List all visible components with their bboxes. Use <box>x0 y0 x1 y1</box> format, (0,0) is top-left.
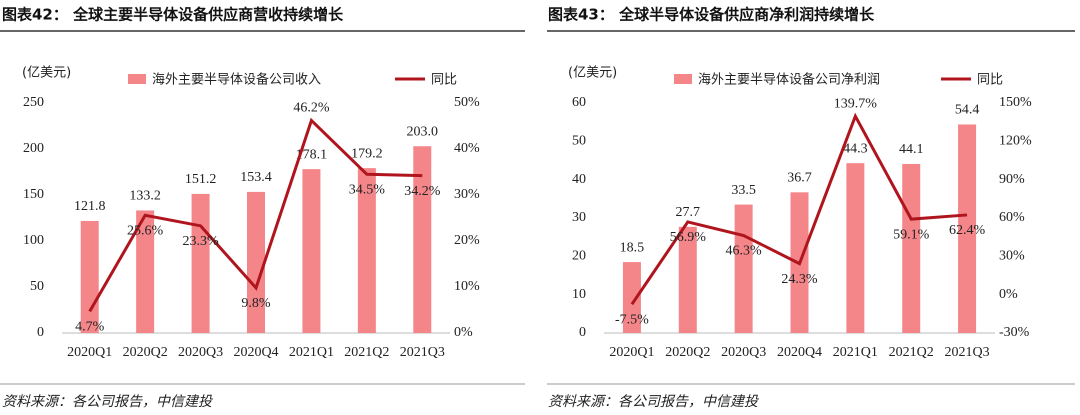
line-value-label: 34.2% <box>404 184 441 199</box>
x-tick-label: 2020Q3 <box>178 345 223 360</box>
line-value-label: 59.1% <box>893 227 930 242</box>
x-tick-label: 2021Q1 <box>289 345 334 360</box>
unit-label: (亿美元) <box>22 66 71 81</box>
legend-swatch <box>674 74 692 84</box>
line-value-label: 25.6% <box>127 223 164 238</box>
line-value-label: 62.4% <box>949 223 986 238</box>
y2-tick-label: 20% <box>454 233 480 248</box>
bar <box>902 163 921 333</box>
bar-value-label: 151.2 <box>185 172 217 187</box>
bar-value-label: 44.3 <box>843 141 868 156</box>
x-tick-label: 2021Q3 <box>400 345 445 360</box>
x-tick-label: 2021Q2 <box>344 345 389 360</box>
x-tick-label: 2021Q3 <box>945 345 990 360</box>
bar <box>357 168 376 333</box>
line-value-label: 34.5% <box>349 183 386 198</box>
line-value-label: 24.3% <box>781 272 818 287</box>
bar <box>678 226 697 333</box>
x-tick-label: 2020Q2 <box>665 345 710 360</box>
bar-value-label: 121.8 <box>74 199 106 214</box>
bar <box>622 262 641 333</box>
y-tick-label: 50 <box>572 134 586 149</box>
y2-tick-label: 0% <box>454 325 473 340</box>
bar <box>191 193 210 333</box>
line-value-label: 46.2% <box>293 101 330 116</box>
y2-tick-label: 10% <box>454 279 480 294</box>
y2-tick-label: -30% <box>999 325 1030 340</box>
x-tick-label: 2020Q2 <box>123 345 168 360</box>
bar-value-label: 153.4 <box>240 170 272 185</box>
bar-value-label: 203.0 <box>407 124 439 139</box>
y-tick-label: 0 <box>37 325 44 340</box>
y-tick-label: 50 <box>30 279 44 294</box>
y2-tick-label: 60% <box>999 210 1025 225</box>
line-value-label: 139.7% <box>834 96 878 111</box>
bar <box>80 220 99 333</box>
bar <box>846 163 865 333</box>
y2-tick-label: 30% <box>454 187 480 202</box>
legend-label: 海外主要半导体设备公司净利润 <box>698 72 880 88</box>
y-tick-label: 60 <box>572 95 586 110</box>
line <box>88 117 423 313</box>
bar-value-label: 133.2 <box>129 189 161 204</box>
bar <box>136 210 155 333</box>
x-tick-label: 2021Q2 <box>889 345 934 360</box>
y-tick-label: 250 <box>23 95 44 110</box>
y2-tick-label: 120% <box>999 134 1032 149</box>
y-tick-label: 30 <box>572 210 586 225</box>
bar <box>247 191 265 333</box>
y-tick-label: 200 <box>23 141 44 156</box>
unit-label: (亿美元) <box>568 66 617 81</box>
y-tick-label: 150 <box>23 187 44 202</box>
bar <box>734 204 753 333</box>
legend-label: 同比 <box>977 73 1003 88</box>
bar-value-label: 27.7 <box>676 205 701 220</box>
bar-value-label: 36.7 <box>787 171 812 186</box>
chart-title: 图表43： 全球半导体设备供应商净利润持续增长 <box>548 6 875 24</box>
legend-label: 同比 <box>431 73 457 88</box>
bar-value-label: 44.1 <box>899 142 924 157</box>
line-value-label: 4.7% <box>75 320 105 335</box>
line-value-label: 23.3% <box>182 234 219 249</box>
x-tick-label: 2020Q4 <box>233 345 278 360</box>
source: 资料来源：各公司报告，中信建投 <box>548 394 760 410</box>
y2-tick-label: 150% <box>999 95 1032 110</box>
bar-value-label: 54.4 <box>955 103 980 118</box>
y2-tick-label: 0% <box>999 287 1018 302</box>
line <box>630 112 968 306</box>
y-tick-label: 100 <box>23 233 44 248</box>
bar <box>958 124 977 333</box>
bar <box>302 169 321 333</box>
y-tick-label: 40 <box>572 172 586 187</box>
bar-value-label: 18.5 <box>620 240 645 255</box>
x-tick-label: 2020Q1 <box>609 345 654 360</box>
bar-value-label: 179.2 <box>351 146 383 161</box>
y2-tick-label: 30% <box>999 249 1025 264</box>
bar <box>413 146 432 333</box>
source: 资料来源：各公司报告，中信建投 <box>2 394 214 410</box>
y2-tick-label: 90% <box>999 172 1025 187</box>
line-value-label: -7.5% <box>615 312 649 327</box>
x-tick-label: 2020Q3 <box>721 345 766 360</box>
chart-title: 图表42： 全球主要半导体设备供应商营收持续增长 <box>2 6 344 24</box>
line-value-label: 56.9% <box>670 230 707 245</box>
legend-swatch <box>128 74 146 84</box>
line-value-label: 46.3% <box>726 244 763 259</box>
y-tick-label: 10 <box>572 287 586 302</box>
y2-tick-label: 50% <box>454 95 480 110</box>
y2-tick-label: 40% <box>454 141 480 156</box>
x-tick-label: 2020Q4 <box>777 345 822 360</box>
x-tick-label: 2021Q1 <box>833 345 878 360</box>
line-value-label: 9.8% <box>241 296 271 311</box>
y-tick-label: 20 <box>572 249 586 264</box>
x-tick-label: 2020Q1 <box>67 345 112 360</box>
bar-value-label: 33.5 <box>731 183 756 198</box>
y-tick-label: 0 <box>579 325 586 340</box>
legend-label: 海外主要半导体设备公司收入 <box>152 72 321 88</box>
bar-value-label: 178.1 <box>296 147 328 162</box>
